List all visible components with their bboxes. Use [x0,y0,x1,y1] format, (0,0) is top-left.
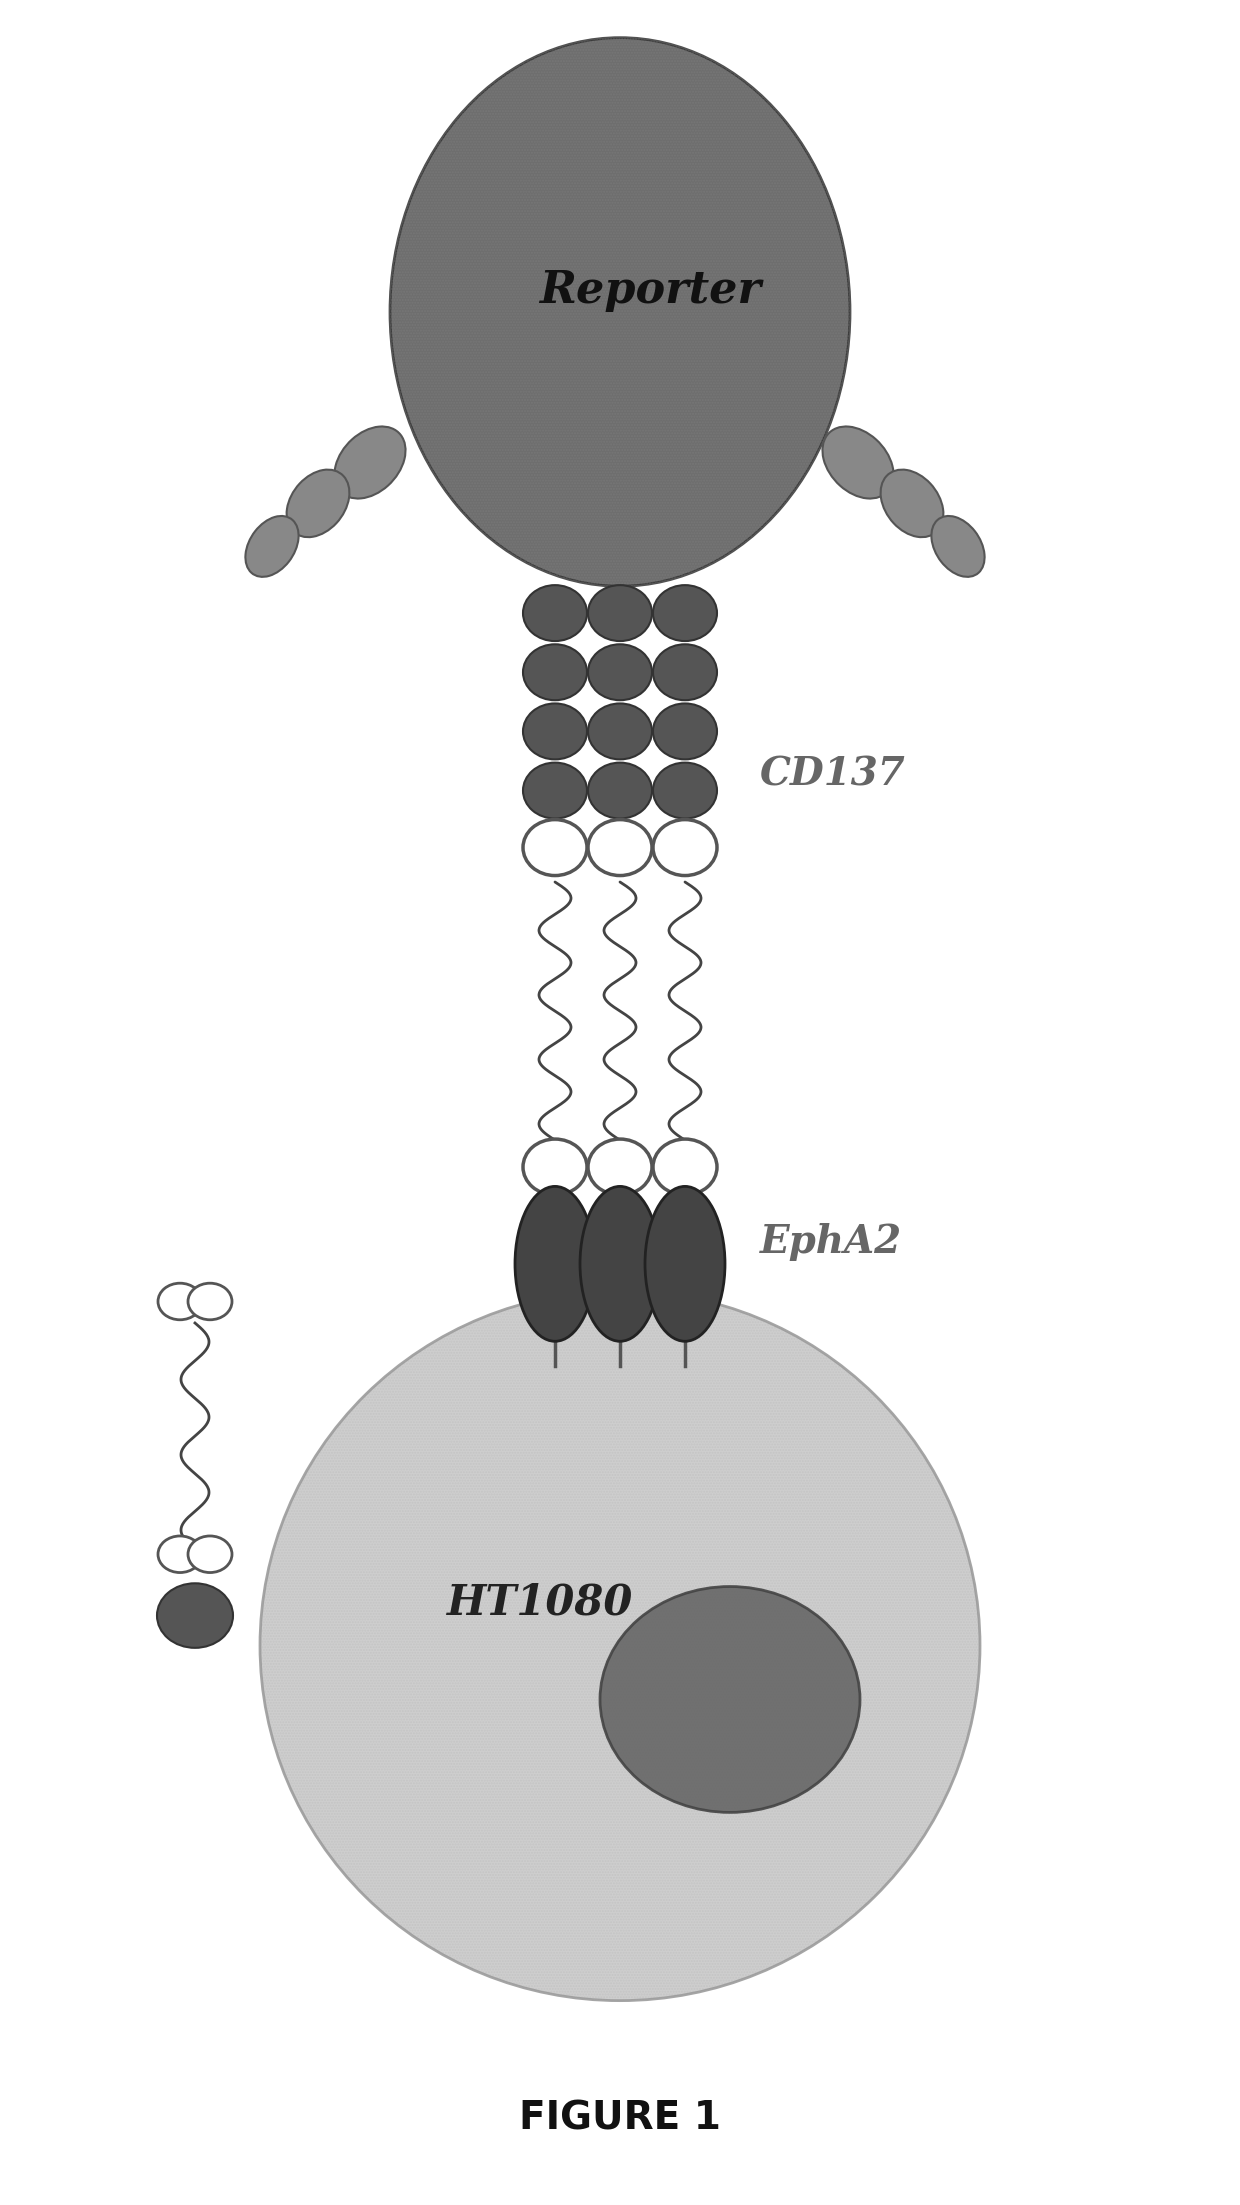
Ellipse shape [335,426,405,498]
Ellipse shape [523,703,587,759]
Ellipse shape [653,763,717,818]
Ellipse shape [580,1186,660,1341]
Text: Reporter: Reporter [539,269,761,311]
Ellipse shape [157,1583,233,1647]
Ellipse shape [588,820,652,875]
Ellipse shape [653,1140,717,1195]
Ellipse shape [600,1588,861,1813]
Ellipse shape [653,703,717,759]
Ellipse shape [653,820,717,875]
Ellipse shape [653,584,717,642]
Ellipse shape [880,470,944,538]
Text: FIGURE 1: FIGURE 1 [520,2099,720,2139]
Ellipse shape [188,1537,232,1572]
Ellipse shape [588,1140,652,1195]
Ellipse shape [931,516,985,578]
Ellipse shape [523,584,587,642]
Ellipse shape [391,37,849,587]
Ellipse shape [588,703,652,759]
Ellipse shape [523,763,587,818]
Ellipse shape [523,644,587,701]
Ellipse shape [157,1537,202,1572]
Ellipse shape [286,470,350,538]
Ellipse shape [653,644,717,701]
Ellipse shape [188,1283,232,1321]
Text: CD137: CD137 [760,756,905,794]
Ellipse shape [260,1290,980,2000]
Text: HT1080: HT1080 [446,1581,634,1623]
Ellipse shape [645,1186,725,1341]
Ellipse shape [157,1283,202,1321]
Ellipse shape [515,1186,595,1341]
Ellipse shape [588,763,652,818]
Ellipse shape [588,644,652,701]
Ellipse shape [588,584,652,642]
Ellipse shape [523,820,587,875]
Ellipse shape [246,516,299,578]
Text: EphA2: EphA2 [760,1224,903,1261]
Ellipse shape [822,426,894,498]
Ellipse shape [523,1140,587,1195]
